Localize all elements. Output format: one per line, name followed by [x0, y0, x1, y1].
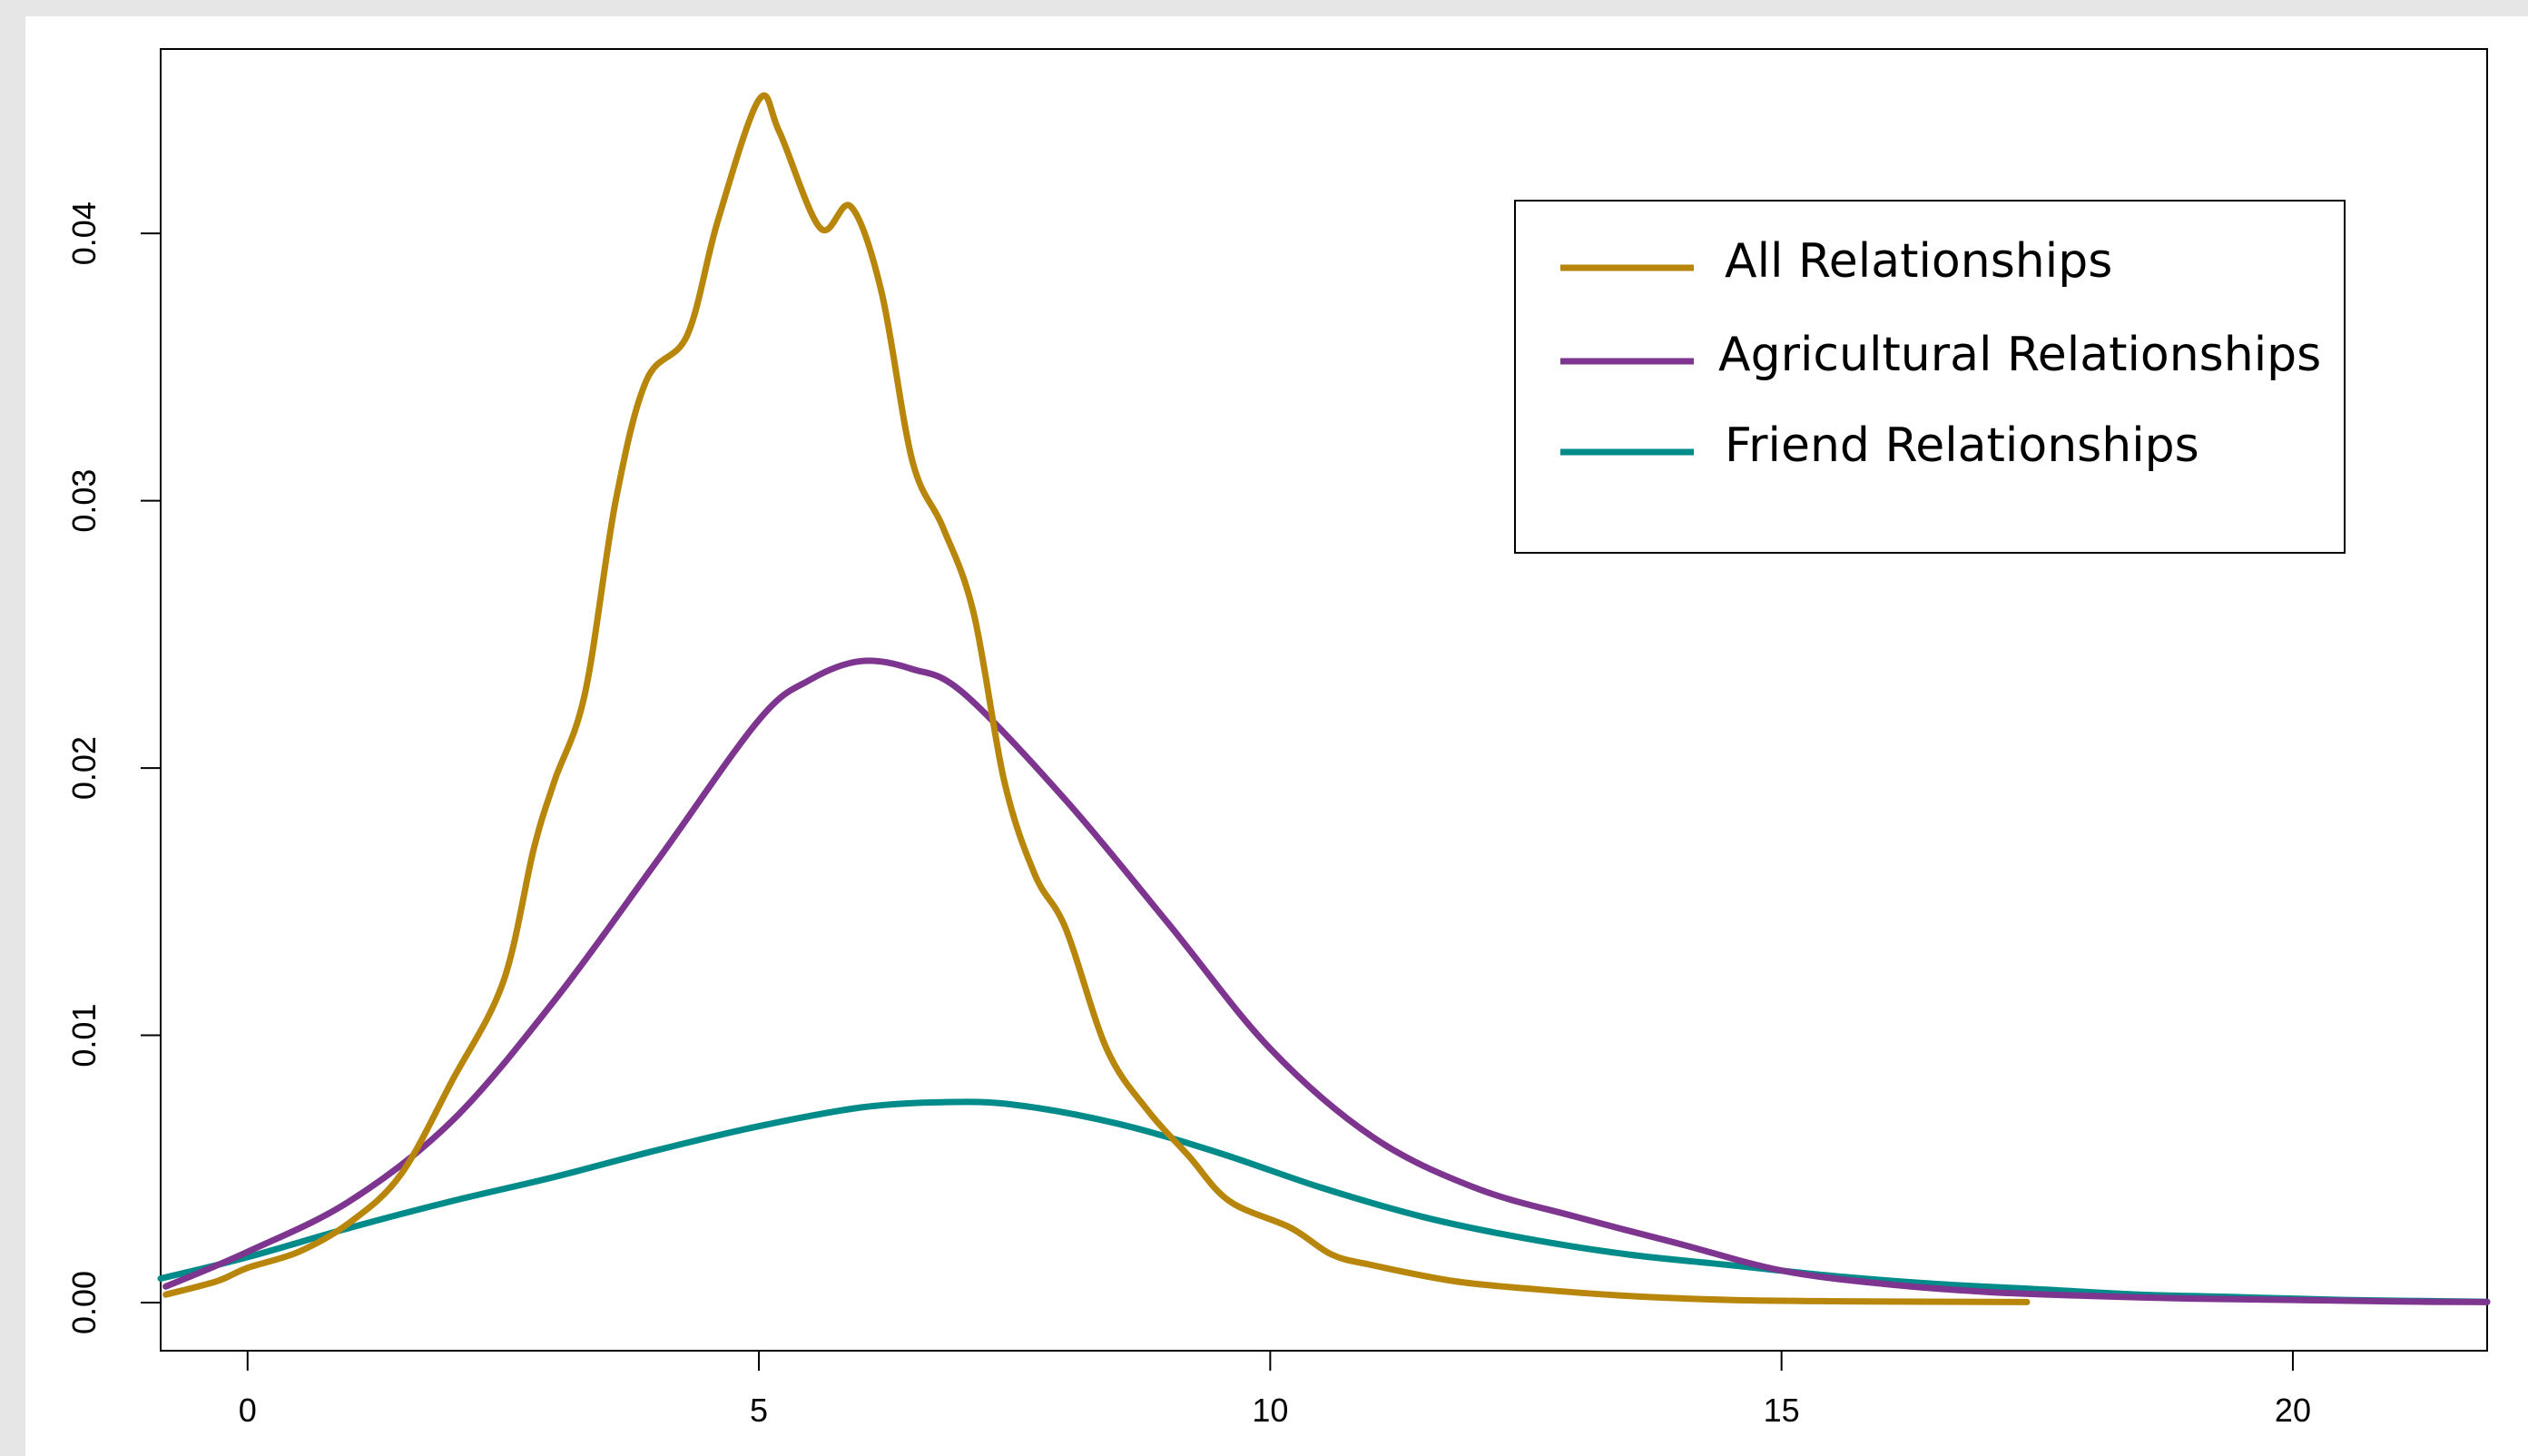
y-tick-label-0.02: 0.02	[65, 736, 103, 800]
legend-label-all-relationships: All Relationships	[1725, 234, 2112, 289]
legend-label-friend-relationships: Friend Relationships	[1725, 418, 2199, 473]
y-tick-label-0.04: 0.04	[65, 202, 103, 265]
x-tick-label-20: 20	[2275, 1392, 2311, 1429]
y-tick-label-0.03: 0.03	[65, 469, 103, 533]
legend: All Relationships Agricultural Relationsh…	[1514, 200, 2346, 554]
x-tick-label-10: 10	[1252, 1392, 1288, 1429]
y-tick-label-0.01: 0.01	[65, 1004, 103, 1067]
x-tick-label-5: 5	[750, 1392, 768, 1429]
legend-label-agricultural-relationships: Agricultural Relationships	[1718, 328, 2321, 382]
plot-frame	[160, 48, 2488, 1352]
series-line-agricultural-relationships	[162, 657, 2491, 1305]
series-layer	[157, 92, 2491, 1305]
y-axis: 0.00 0.01 0.02 0.03 0.04	[65, 202, 161, 1334]
x-tick-label-0: 0	[239, 1392, 257, 1429]
x-axis: 0 5 10 15 20	[239, 1351, 2311, 1429]
series-line-all-relationships	[162, 92, 2031, 1305]
x-tick-label-15: 15	[1764, 1392, 1800, 1429]
y-tick-label-0.00: 0.00	[65, 1271, 103, 1334]
legend-box	[1514, 200, 2346, 554]
series-line-friend-relationships	[157, 1098, 2491, 1305]
